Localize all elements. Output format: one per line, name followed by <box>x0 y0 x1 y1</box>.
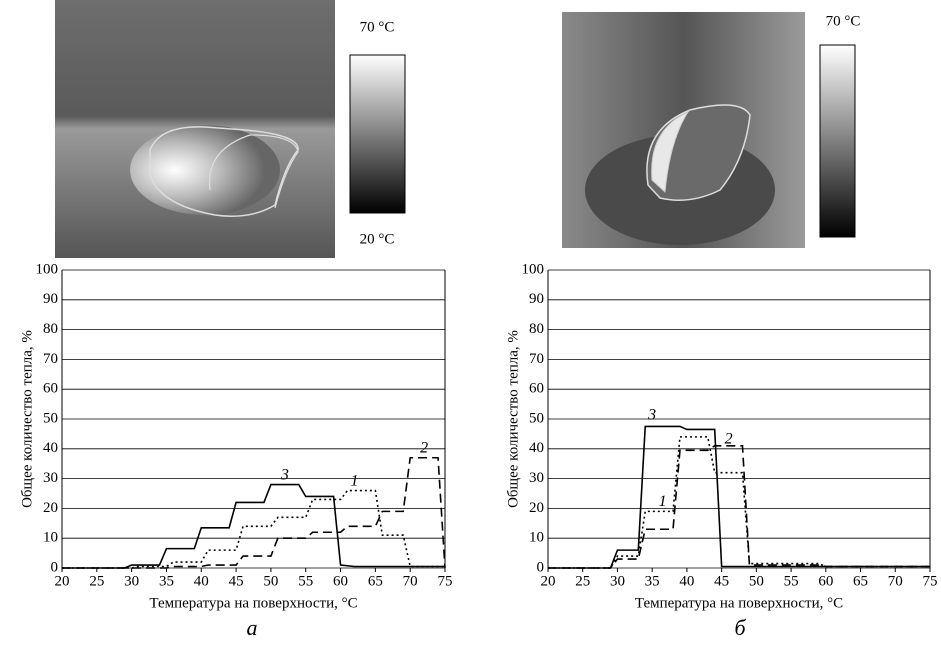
x-tick-label: 40 <box>194 573 209 589</box>
x-tick-label: 25 <box>89 573 104 589</box>
x-tick-label: 50 <box>749 573 764 589</box>
y-tick-label: 80 <box>43 321 58 337</box>
x-tick-label: 30 <box>610 573 625 589</box>
x-tick-label: 75 <box>438 573 453 589</box>
panel-caption: б <box>734 615 746 640</box>
y-tick-label: 10 <box>43 530 58 546</box>
series-label: 2 <box>420 439 428 456</box>
scale-min: 20 °C <box>360 231 395 247</box>
y-tick-label: 100 <box>36 261 59 277</box>
y-tick-label: 30 <box>529 470 544 486</box>
x-tick-label: 40 <box>679 573 694 589</box>
x-tick-label: 70 <box>888 573 903 589</box>
x-tick-label: 55 <box>784 573 799 589</box>
y-tick-label: 80 <box>529 321 544 337</box>
x-tick-label: 60 <box>333 573 348 589</box>
x-axis-label: Температура на поверхности, °С <box>635 595 843 611</box>
line-series <box>548 436 930 569</box>
y-axis-label: Общее количество тепла, % <box>505 330 521 508</box>
x-tick-label: 60 <box>818 573 833 589</box>
panel-caption: а <box>247 615 258 640</box>
series-label: 1 <box>659 493 667 510</box>
series-label: 3 <box>280 466 289 483</box>
x-tick-label: 30 <box>124 573 139 589</box>
y-tick-label: 70 <box>529 351 544 367</box>
x-tick-label: 20 <box>541 573 556 589</box>
y-tick-label: 0 <box>537 559 545 575</box>
y-tick-label: 60 <box>529 381 544 397</box>
x-tick-label: 55 <box>298 573 313 589</box>
series-label: 2 <box>725 431 733 448</box>
x-tick-label: 35 <box>645 573 660 589</box>
y-axis-label: Общее количество тепла, % <box>19 330 35 508</box>
y-tick-label: 70 <box>43 351 58 367</box>
y-tick-label: 20 <box>529 500 544 516</box>
y-tick-label: 30 <box>43 470 58 486</box>
y-tick-label: 0 <box>51 559 59 575</box>
y-tick-label: 40 <box>529 440 544 456</box>
color-scale <box>349 54 406 214</box>
line-series <box>548 445 930 569</box>
scale-max: 70 °C <box>360 19 395 35</box>
x-tick-label: 70 <box>403 573 418 589</box>
x-tick-label: 65 <box>853 573 868 589</box>
x-tick-label: 45 <box>714 573 729 589</box>
series-label: 1 <box>350 472 358 489</box>
y-tick-label: 20 <box>43 500 58 516</box>
scale-max: 70 °C <box>826 13 861 29</box>
x-tick-label: 65 <box>368 573 383 589</box>
line-series <box>62 483 445 569</box>
thermal-image <box>562 12 805 248</box>
x-axis-label: Температура на поверхности, °С <box>149 595 357 611</box>
x-tick-label: 50 <box>263 573 278 589</box>
y-tick-label: 50 <box>43 410 58 426</box>
x-tick-label: 75 <box>923 573 938 589</box>
x-tick-label: 45 <box>229 573 244 589</box>
y-tick-label: 100 <box>522 261 545 277</box>
thermal-image <box>55 0 335 258</box>
y-tick-label: 10 <box>529 530 544 546</box>
y-tick-label: 90 <box>43 291 58 307</box>
series-label: 3 <box>647 407 656 424</box>
y-tick-label: 50 <box>529 410 544 426</box>
x-tick-label: 25 <box>575 573 590 589</box>
x-tick-label: 20 <box>55 573 70 589</box>
y-tick-label: 40 <box>43 440 58 456</box>
line-series <box>62 456 446 569</box>
color-scale <box>819 44 856 238</box>
y-tick-label: 60 <box>43 381 58 397</box>
line-series <box>548 425 930 569</box>
y-tick-label: 90 <box>529 291 544 307</box>
x-tick-label: 35 <box>159 573 174 589</box>
line-series <box>62 489 445 569</box>
